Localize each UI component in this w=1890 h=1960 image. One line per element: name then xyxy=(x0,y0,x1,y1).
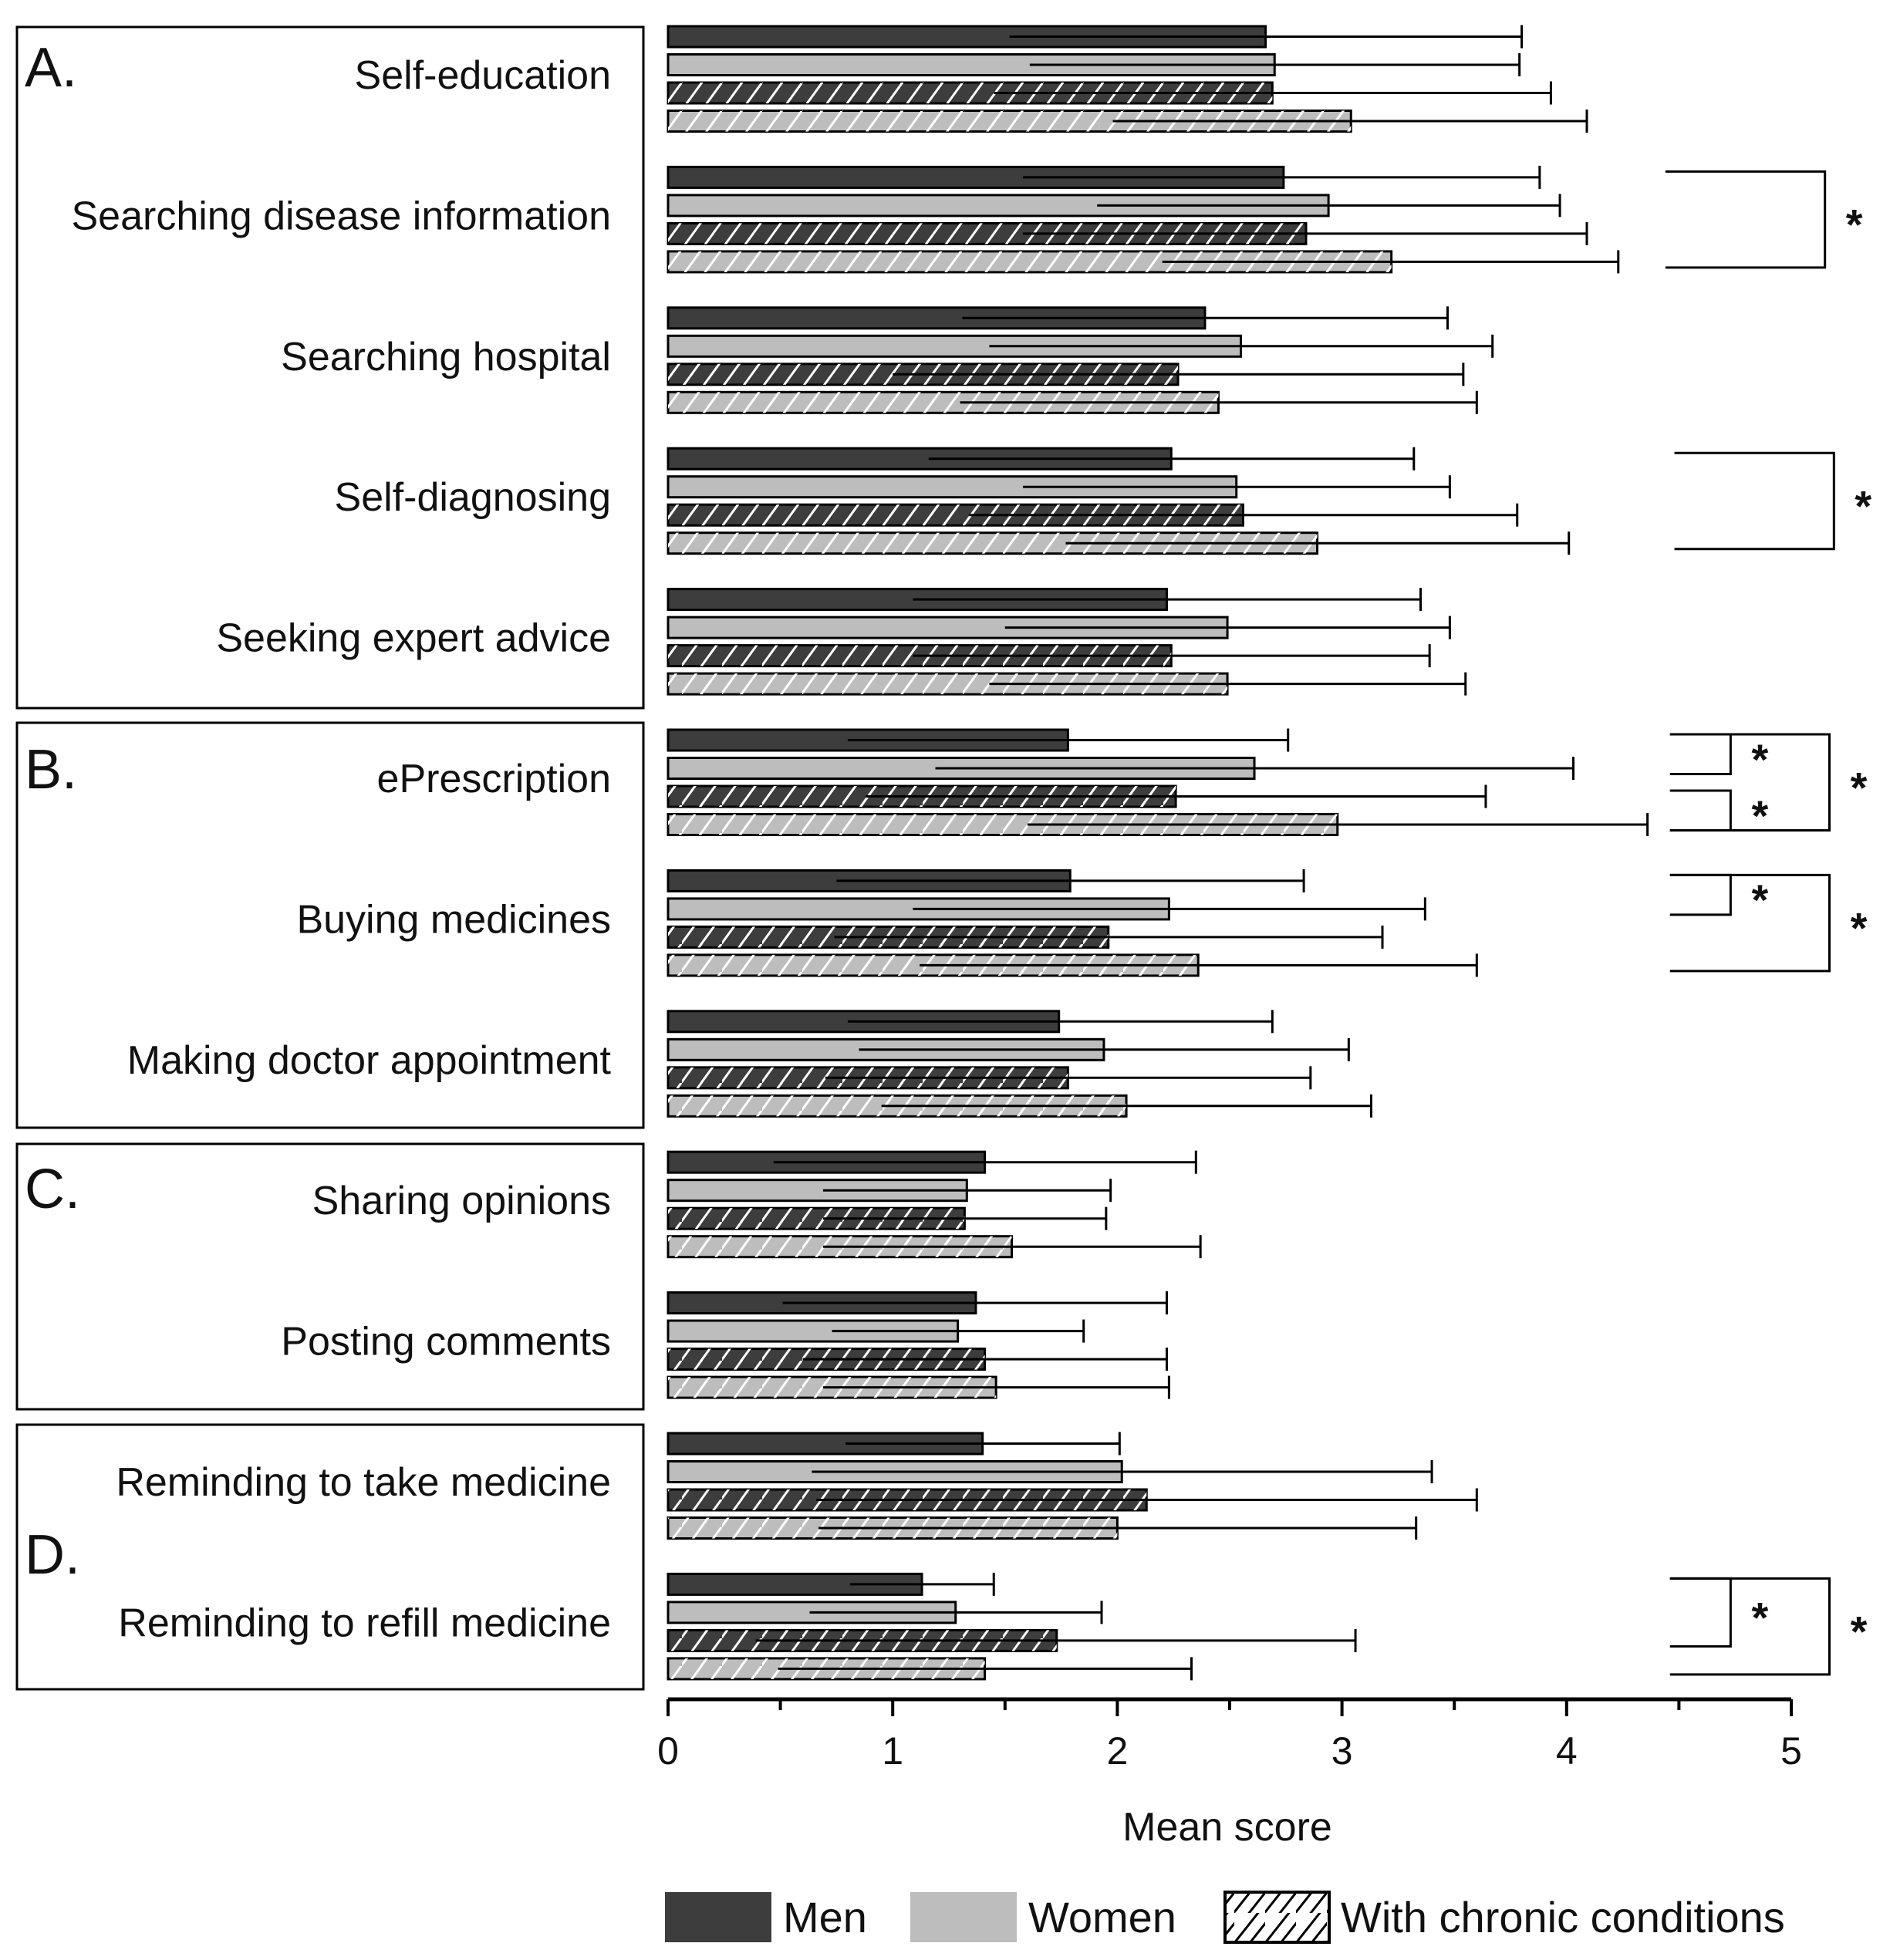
group-label-1: A. xyxy=(25,37,77,99)
x-tick-label: 4 xyxy=(1556,1729,1578,1773)
category-label: Sharing opinions xyxy=(312,1179,611,1223)
category-label: Buying medicines xyxy=(296,897,611,942)
significance-bracket xyxy=(1669,1577,1732,1648)
significance-brackets: * * * * * * * * * xyxy=(1665,170,1871,1676)
x-tick-label: 0 xyxy=(657,1729,679,1773)
significance-bracket xyxy=(1669,873,1831,973)
category-label: Searching hospital xyxy=(281,335,611,380)
legend-swatch-chronic xyxy=(1223,1891,1331,1944)
significance-star: * xyxy=(1751,1593,1768,1641)
category-label: Self-diagnosing xyxy=(335,475,611,520)
category-label: Reminding to refill medicine xyxy=(118,1601,611,1645)
legend-label-chronic: With chronic conditions xyxy=(1341,1893,1785,1941)
legend-swatch-women xyxy=(910,1892,1017,1942)
x-tick-label: 3 xyxy=(1331,1729,1353,1773)
significance-star: * xyxy=(1855,481,1871,530)
significance-bracket xyxy=(1669,733,1831,832)
significance-star: * xyxy=(1751,735,1768,784)
significance-bracket xyxy=(1669,789,1732,832)
group-label-2: B. xyxy=(25,739,77,801)
significance-star: * xyxy=(1851,904,1868,953)
category-label: ePrescription xyxy=(377,757,611,801)
bars xyxy=(667,25,1393,1681)
category-label: Searching disease information xyxy=(71,194,611,238)
significance-star: * xyxy=(1751,791,1768,840)
group-box-4 xyxy=(15,1423,645,1691)
x-tick-label: 2 xyxy=(1106,1729,1128,1773)
category-label: Posting comments xyxy=(281,1320,611,1365)
legend: Men Women With chronic conditions xyxy=(665,1891,1785,1944)
group-label-4: D. xyxy=(25,1524,80,1586)
legend-label-men: Men xyxy=(783,1893,867,1941)
x-tick-label: 1 xyxy=(882,1729,903,1773)
category-label: Reminding to take medicine xyxy=(116,1460,611,1505)
significance-bracket xyxy=(1669,1577,1831,1676)
category-labels: Self-education Searching disease informat… xyxy=(71,53,611,1645)
group-box-1 xyxy=(15,25,645,710)
group-label-3: C. xyxy=(25,1159,80,1220)
significance-bracket xyxy=(1669,873,1732,916)
significance-bracket xyxy=(1665,170,1827,269)
error-bars xyxy=(755,25,1649,1681)
category-label: Making doctor appointment xyxy=(127,1038,612,1083)
legend-label-women: Women xyxy=(1028,1893,1176,1941)
category-label: Seeking expert advice xyxy=(216,616,611,661)
group-box-2 xyxy=(15,721,645,1129)
significance-star: * xyxy=(1851,1607,1868,1656)
significance-star: * xyxy=(1846,201,1863,249)
x-axis: 0 1 2 3 4 5 xyxy=(657,1697,1802,1773)
significance-star: * xyxy=(1751,875,1768,924)
significance-bracket xyxy=(1669,733,1732,775)
significance-bracket xyxy=(1674,451,1835,551)
legend-swatch-men xyxy=(665,1892,771,1942)
x-tick-label: 5 xyxy=(1780,1729,1802,1773)
group-box-3 xyxy=(15,1142,645,1411)
group-boxes: A. B. C. D. xyxy=(15,25,645,1691)
category-label: Self-education xyxy=(355,53,611,98)
significance-star: * xyxy=(1851,763,1868,811)
x-axis-title: Mean score xyxy=(1122,1805,1332,1850)
